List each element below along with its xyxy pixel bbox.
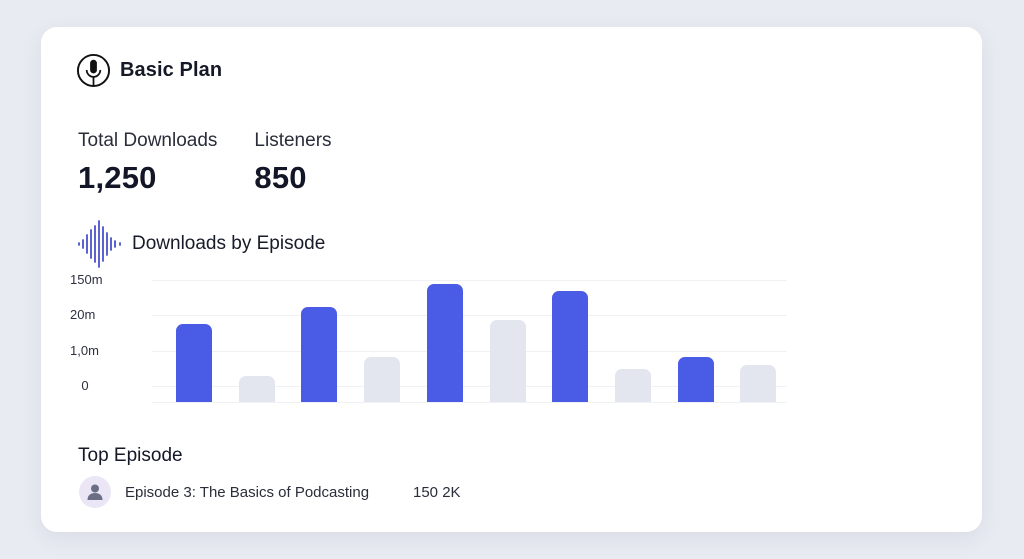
- chart-bar-episode-9[interactable]: [678, 357, 714, 402]
- stats-row: Total Downloads 1,250 Listeners 850: [78, 130, 369, 196]
- y-axis-tick-label: 20m: [70, 307, 96, 322]
- chart-bar-episode-4[interactable]: [364, 357, 400, 402]
- stat-value: 1,250: [78, 160, 157, 195]
- stat-value: 850: [254, 160, 307, 195]
- y-axis-tick-label: 1,0m: [70, 343, 99, 358]
- top-episode-heading: Top Episode: [78, 445, 183, 466]
- chart-bar-episode-1[interactable]: [176, 324, 212, 402]
- chart-bar-episode-10[interactable]: [740, 365, 776, 402]
- card-header: Basic Plan: [76, 53, 222, 88]
- gridline: [152, 280, 787, 281]
- plan-card: Basic Plan Total Downloads 1,250 Listene…: [41, 27, 982, 532]
- stat-label: Total Downloads: [78, 130, 218, 151]
- y-axis-tick-label: 0: [81, 378, 89, 393]
- gridline: [152, 351, 787, 352]
- episode-list-item[interactable]: Episode 3: The Basics of Podcasting 150 …: [78, 476, 498, 508]
- stat-listeners: Listeners 850: [254, 130, 331, 196]
- top-episode-section: Top Episode Episode 3: The Basics of Pod…: [78, 445, 461, 508]
- stat-label: Listeners: [254, 130, 332, 151]
- chart-bar-episode-7[interactable]: [552, 291, 588, 402]
- chart-bar-episode-8[interactable]: [615, 369, 651, 402]
- y-axis-tick-label: 150m: [70, 272, 103, 287]
- episode-name: Episode 3: The Basics of Podcasting: [125, 483, 370, 501]
- chart-title: Downloads by Episode: [132, 233, 326, 254]
- episode-download-count: 150 2K: [413, 483, 461, 501]
- gridline: [152, 315, 787, 316]
- microphone-icon: [76, 53, 111, 88]
- chart-bar-episode-6[interactable]: [490, 320, 526, 402]
- chart-bar-episode-2[interactable]: [239, 376, 275, 402]
- user-avatar-icon: [79, 476, 111, 508]
- stat-total-downloads: Total Downloads 1,250: [78, 130, 217, 196]
- chart-heading: Downloads by Episode: [77, 220, 325, 268]
- chart-bar-episode-5[interactable]: [427, 284, 463, 402]
- x-axis-baseline: [152, 402, 787, 403]
- chart-bar-episode-3[interactable]: [301, 307, 337, 402]
- soundwave-icon: [78, 220, 121, 268]
- plan-title: Basic Plan: [120, 59, 223, 81]
